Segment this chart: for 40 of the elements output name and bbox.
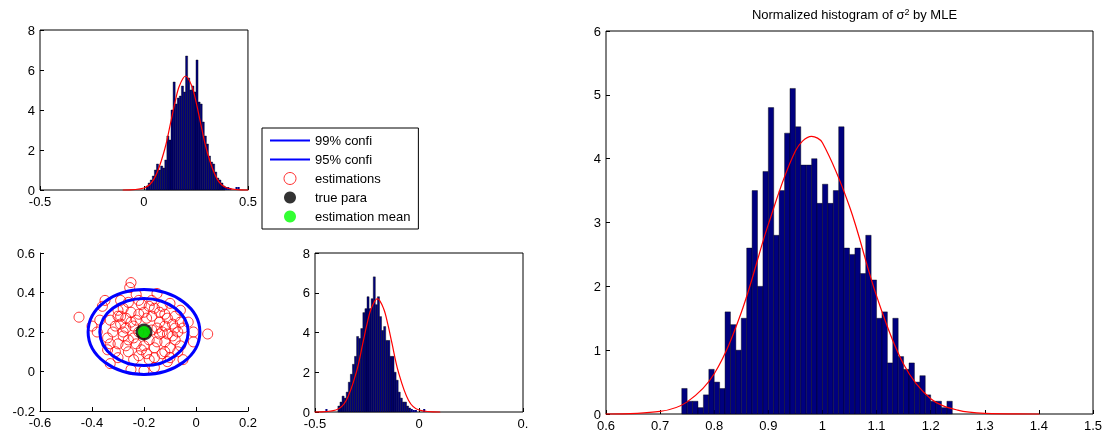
x-tick-label: 0.7 [651,418,670,433]
x-tick-label: 1.4 [1029,418,1048,433]
x-tick-label: -0.4 [80,415,104,430]
y-tick-label: 2 [27,142,35,158]
y-tick-label: 8 [27,22,35,38]
x-tick-label: 0 [192,415,200,430]
y-tick-label: 1 [593,342,601,358]
y-tick-label: 5 [593,87,601,103]
x-tick-label: 0.5 [238,194,257,209]
y-tick-label: 2 [593,278,601,294]
y-tick-label: 0.4 [16,285,35,300]
x-tick-label: -0.2 [132,415,156,430]
y-tick-label: 3 [593,215,601,230]
y-tick-label: 0.6 [16,245,35,261]
y-tick-label: 2 [302,364,310,380]
legend-label: estimations [315,171,382,186]
x-tick-label: 1 [818,418,827,433]
y-tick-label: 6 [593,23,601,39]
y-tick-label: 6 [302,285,310,301]
y-tick-label: 0 [27,364,35,379]
legend-label: true para [315,190,368,205]
x-tick-label: 1.5 [1083,418,1103,433]
y-tick-label: 6 [27,62,35,78]
x-tick-label: 0.9 [759,418,778,433]
y-tick-label: 4 [27,102,35,118]
y-tick-label: 0.2 [16,324,35,340]
legend-label: estimation mean [315,209,411,224]
x-tick-label: 0 [415,416,423,431]
legend-label: 95% confi [315,152,373,167]
x-tick-label: 0.8 [705,418,724,433]
x-tick-label: 0. [517,416,529,431]
y-tick-label: 8 [302,245,310,261]
x-tick-label: 1.1 [867,418,886,433]
x-tick-label: 0 [140,194,148,209]
y-tick-label: 4 [302,325,310,340]
x-tick-label: 1.2 [921,418,940,433]
y-tick-label: 4 [593,151,601,167]
x-tick-label: 0.2 [238,415,258,430]
x-tick-label: 1.3 [975,418,994,433]
legend-label: 99% confi [315,133,373,148]
